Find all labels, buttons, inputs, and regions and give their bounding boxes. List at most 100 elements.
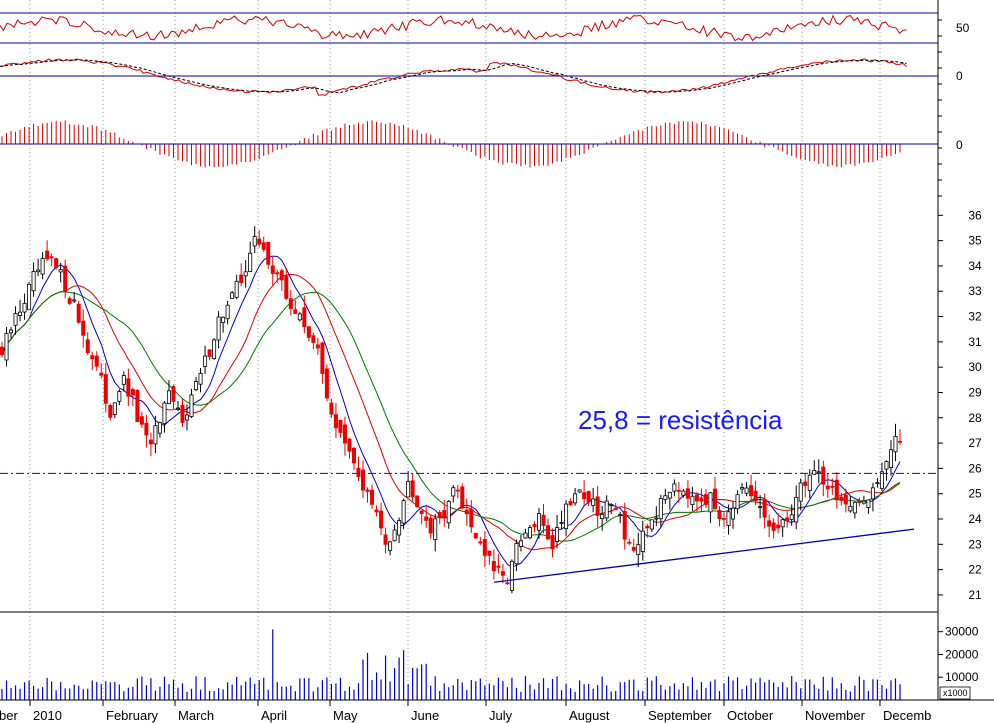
candle-body: [365, 489, 370, 492]
candle-body: [518, 540, 523, 547]
candle-body: [40, 258, 45, 275]
candle-body: [591, 498, 596, 506]
macd-signal-line: [0, 59, 907, 94]
candle-body: [406, 480, 411, 498]
month-label: April: [261, 708, 287, 723]
month-label: Decemb: [883, 708, 931, 723]
volume-tick-label: 30000: [945, 625, 979, 639]
candle-body: [667, 491, 672, 499]
candle-body: [185, 414, 190, 421]
price-tick-label: 36: [968, 208, 982, 222]
price-tick-label: 35: [968, 234, 982, 248]
candle-body: [555, 527, 560, 542]
candle-body: [564, 503, 569, 530]
price-tick-label: 31: [968, 335, 982, 349]
support-trendline: [493, 528, 915, 583]
candle-body: [54, 258, 59, 268]
month-label: November: [805, 708, 866, 723]
candle-body: [803, 481, 808, 487]
candle-body: [536, 513, 541, 531]
candle-body: [248, 252, 253, 272]
month-label: June: [411, 708, 439, 723]
candle-body: [103, 374, 108, 404]
month-label: July: [489, 708, 513, 723]
candle-body: [85, 339, 90, 354]
candle-body: [76, 303, 81, 323]
candle-body: [726, 511, 731, 526]
month-gridlines: [29, 0, 881, 700]
candle-body: [843, 494, 848, 505]
month-labels: ber 2010 February March April May June July Augu…: [0, 700, 931, 723]
candle-body: [816, 471, 821, 474]
candle-body: [410, 480, 415, 498]
candle-body: [478, 541, 483, 544]
candle-body: [469, 508, 474, 528]
candle-body: [315, 344, 320, 349]
candle-body: [509, 560, 514, 591]
candle-body: [0, 346, 4, 356]
candle-body: [397, 520, 402, 536]
candle-body: [573, 493, 578, 504]
candle-body: [830, 485, 835, 488]
candle-body: [482, 539, 487, 556]
candle-body: [252, 236, 257, 247]
candle-body: [99, 372, 104, 376]
candle-body: [532, 524, 537, 528]
candle-body: [794, 496, 799, 523]
candle-body: [302, 307, 307, 328]
candle-body: [189, 394, 194, 417]
candle-body: [135, 389, 140, 422]
price-tick-label: 29: [968, 385, 982, 399]
candle-body: [879, 471, 884, 489]
candle-body: [18, 311, 23, 316]
candle-body: [428, 517, 433, 534]
candle-body: [685, 488, 690, 499]
price-panel: 21 22 23 24 25 26 27 28 29 30 31 32 33 34 35 36 25,8 = …: [0, 19, 982, 602]
price-tick-label: 30: [968, 360, 982, 374]
candle-body: [297, 313, 302, 321]
candle-body: [446, 500, 451, 524]
candle-body: [112, 402, 117, 416]
candle-body: [785, 517, 790, 522]
candle-body: [329, 402, 334, 415]
candle-body: [821, 466, 826, 485]
candle-body: [36, 269, 41, 273]
candle-body: [342, 424, 347, 444]
month-label: 2010: [33, 708, 62, 723]
candle-body: [708, 492, 713, 513]
candle-body: [825, 485, 830, 490]
volume-panel: 10000 20000 30000 x1000: [1, 625, 979, 700]
candle-body: [437, 512, 442, 518]
candle-body: [442, 510, 447, 517]
candle-body: [433, 518, 438, 540]
candle-body: [559, 522, 564, 524]
candle-body: [473, 532, 478, 539]
candle-body: [807, 474, 812, 491]
candle-body: [600, 513, 605, 520]
candle-body: [257, 238, 262, 245]
candle-body: [221, 316, 226, 323]
candle-body: [717, 510, 722, 520]
candle-body: [374, 509, 379, 513]
candle-body: [622, 511, 627, 540]
candle-body: [207, 349, 212, 357]
candle-body: [275, 272, 280, 275]
candle-body: [333, 414, 338, 429]
candle-body: [771, 522, 776, 531]
candle-body: [27, 283, 32, 311]
month-label: September: [648, 708, 712, 723]
candle-body: [455, 489, 460, 492]
candle-body: [649, 519, 654, 530]
candle-body: [699, 497, 704, 502]
candle-body: [162, 402, 167, 424]
candle-body: [356, 467, 361, 478]
candle-body: [9, 329, 14, 334]
candle-body: [839, 496, 844, 501]
candle-body: [175, 407, 180, 410]
osc-tick-50: 50: [956, 21, 970, 35]
candle-body: [722, 517, 727, 520]
candle-body: [586, 491, 591, 503]
candlesticks: [0, 226, 903, 594]
candle-body: [613, 508, 618, 510]
